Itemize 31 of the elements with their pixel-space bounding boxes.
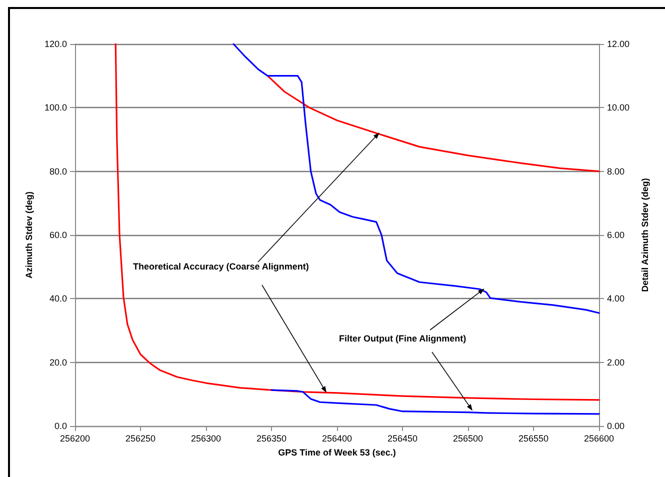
y2-tick-label: 8.00	[607, 166, 625, 176]
x-tick-label: 256300	[190, 434, 222, 444]
y-tick-label: 80.0	[49, 166, 67, 176]
x-tick-label: 256400	[322, 434, 352, 444]
y-tick-label: 0.0	[54, 421, 67, 431]
line-series	[114, 43, 600, 401]
y2-tick-label: 2.00	[607, 357, 625, 368]
x-tick-label: 256200	[60, 434, 90, 444]
y2-tick-label: 4.00	[607, 294, 625, 304]
y2-tick-label: 6.00	[607, 230, 625, 240]
x-tick-label: 256450	[387, 434, 418, 444]
y2-tick-label: 10.00	[607, 102, 630, 113]
annotation: Theoretical Accuracy (Coarse Alignment)	[133, 262, 309, 272]
y-tick-label: 60.0	[49, 230, 67, 240]
x-tick-label: 256600	[584, 434, 614, 444]
x-tick-label: 256250	[125, 434, 156, 444]
y-tick-label: 40.0	[49, 294, 67, 304]
y-axis-title: Azimuth Stdev (deg)	[24, 192, 34, 278]
y2-axis-title: Detail Azimuth Stdev (deg)	[640, 178, 650, 292]
y-tick-label: 20.0	[49, 357, 67, 368]
annotation: Filter Output (Fine Alignment)	[339, 334, 466, 344]
x-axis-title: GPS Time of Week 53 (sec.)	[278, 448, 396, 458]
y-tick-label: 100.0	[44, 102, 67, 113]
line-series	[266, 75, 600, 172]
x-tick-label: 256550	[518, 434, 549, 444]
y2-tick-label: 12.00	[607, 39, 630, 49]
line-series	[270, 389, 600, 415]
y2-tick-label: 0.00	[607, 421, 625, 431]
x-tick-label: 256500	[452, 434, 484, 444]
x-tick-label: 256350	[256, 434, 287, 444]
y-tick-label: 120.0	[44, 39, 67, 49]
